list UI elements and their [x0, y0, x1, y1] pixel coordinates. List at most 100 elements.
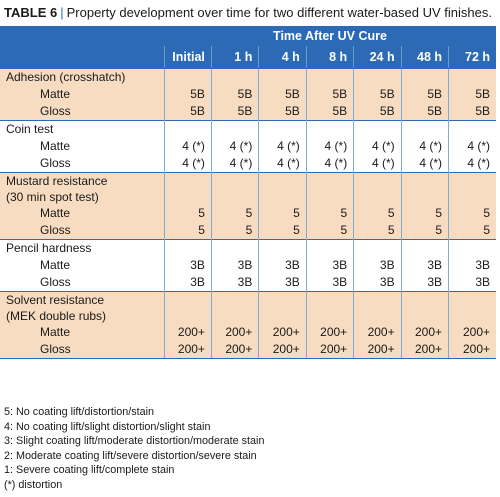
- cell: 200+: [400, 324, 449, 341]
- cell: 3B: [210, 274, 259, 292]
- column-header: 24 h: [353, 46, 402, 69]
- cell: 5B: [163, 103, 212, 121]
- section-title: Pencil hardness: [0, 239, 164, 257]
- header-corner: [0, 26, 164, 46]
- table-row: Gloss 5 5 5 5 5 5 5: [0, 222, 497, 240]
- cell: 200+: [258, 324, 307, 341]
- row-label: Matte: [0, 324, 164, 341]
- cell: 5: [353, 205, 402, 222]
- note-line: (*) distortion: [4, 478, 63, 491]
- cell: 3B: [163, 257, 212, 274]
- table-caption: TABLE 6 | Property development over time f…: [4, 5, 492, 20]
- table-row: Matte 200+ 200+ 200+ 200+ 200+ 200+ 200+: [0, 324, 497, 341]
- cell: 5B: [400, 86, 449, 103]
- cell: 5: [305, 205, 354, 222]
- cell: 5B: [210, 86, 259, 103]
- cell: 5B: [353, 86, 402, 103]
- table-row: Gloss 4 (*) 4 (*) 4 (*) 4 (*) 4 (*) 4 (*…: [0, 155, 497, 173]
- cell: 5: [163, 205, 212, 222]
- cell: 4 (*): [448, 155, 497, 173]
- cell: 4 (*): [210, 155, 259, 173]
- cell: 200+: [305, 341, 354, 359]
- cell: 3B: [305, 257, 354, 274]
- column-header: Initial: [163, 46, 212, 69]
- cell: 5B: [400, 103, 449, 121]
- section-row: Solvent resistance (MEK double rubs): [0, 291, 497, 324]
- table-row: Matte 4 (*) 4 (*) 4 (*) 4 (*) 4 (*) 4 (*…: [0, 138, 497, 155]
- cell: 5: [353, 222, 402, 240]
- cell: 4 (*): [400, 138, 449, 155]
- cell: 200+: [163, 341, 212, 359]
- cell: 5B: [258, 103, 307, 121]
- cell: 4 (*): [210, 138, 259, 155]
- note-line: 1: Severe coating lift/complete stain: [4, 464, 175, 477]
- caption-separator: |: [60, 5, 64, 20]
- cell: 200+: [163, 324, 212, 341]
- cell: 4 (*): [305, 138, 354, 155]
- caption-text: Property development over time for two d…: [66, 5, 492, 20]
- cell: 5: [258, 205, 307, 222]
- cell: 5B: [353, 103, 402, 121]
- row-label: Matte: [0, 257, 164, 274]
- row-label: Matte: [0, 138, 164, 155]
- cell: 200+: [400, 341, 449, 359]
- note-line: 5: No coating lift/distortion/stain: [4, 406, 155, 418]
- table-row: Matte 5 5 5 5 5 5 5: [0, 205, 497, 222]
- row-label: Gloss: [0, 222, 164, 240]
- cell: 5B: [258, 86, 307, 103]
- table-notes: 5: No coating lift/distortion/stain 4: N…: [4, 405, 264, 493]
- cell: 5: [400, 222, 449, 240]
- note-line: 4: No coating lift/slight distortion/sli…: [4, 420, 211, 433]
- section-title: Coin test: [0, 120, 164, 138]
- header-row-columns: Initial 1 h 4 h 8 h 24 h 48 h 72 h: [0, 46, 497, 69]
- table-row: Gloss 200+ 200+ 200+ 200+ 200+ 200+ 200+: [0, 341, 497, 359]
- cell: 5: [210, 205, 259, 222]
- cell: 200+: [305, 324, 354, 341]
- cell: 5: [305, 222, 354, 240]
- column-header: 1 h: [210, 46, 259, 69]
- cell: 5B: [305, 103, 354, 121]
- section-row: Pencil hardness: [0, 239, 497, 257]
- cell: 4 (*): [353, 155, 402, 173]
- cell: 4 (*): [258, 138, 307, 155]
- cell: 5B: [305, 86, 354, 103]
- cell: 4 (*): [448, 138, 497, 155]
- cell: 3B: [448, 257, 497, 274]
- cell: 3B: [163, 274, 212, 292]
- section-row: Adhesion (crosshatch): [0, 68, 497, 86]
- cell: 200+: [258, 341, 307, 359]
- cell: 3B: [448, 274, 497, 292]
- section-row: Mustard resistance (30 min spot test): [0, 172, 497, 205]
- note-line: 2: Moderate coating lift/severe distorti…: [4, 449, 257, 462]
- table-row: Matte 3B 3B 3B 3B 3B 3B 3B: [0, 257, 497, 274]
- section-title-line: Solvent resistance: [6, 293, 105, 307]
- column-header: 48 h: [400, 46, 449, 69]
- table-row: Matte 5B 5B 5B 5B 5B 5B 5B: [0, 86, 497, 103]
- cell: 5B: [210, 103, 259, 121]
- section-title-line: Mustard resistance: [6, 174, 108, 188]
- cell: 3B: [258, 274, 307, 292]
- section-title-line: (MEK double rubs): [6, 309, 107, 323]
- data-table: Time After UV Cure Initial 1 h 4 h 8 h 2…: [0, 26, 497, 359]
- row-label: Matte: [0, 205, 164, 222]
- cell: 3B: [210, 257, 259, 274]
- column-header: 4 h: [258, 46, 307, 69]
- cell: 200+: [448, 341, 497, 359]
- row-label: Matte: [0, 86, 164, 103]
- cell: 5B: [448, 86, 497, 103]
- cell: 5: [400, 205, 449, 222]
- cell: 5: [448, 205, 497, 222]
- cell: 4 (*): [163, 155, 212, 173]
- cell: 4 (*): [258, 155, 307, 173]
- table-row: Gloss 3B 3B 3B 3B 3B 3B 3B: [0, 274, 497, 292]
- cell: 200+: [353, 324, 402, 341]
- row-label: Gloss: [0, 103, 164, 121]
- cell: 3B: [353, 257, 402, 274]
- section-title: Adhesion (crosshatch): [0, 68, 164, 86]
- cell: 5: [448, 222, 497, 240]
- cell: 200+: [353, 341, 402, 359]
- section-title: Solvent resistance (MEK double rubs): [0, 291, 164, 324]
- note-line: 3: Slight coating lift/moderate distorti…: [4, 435, 265, 448]
- table-row: Gloss 5B 5B 5B 5B 5B 5B 5B: [0, 103, 497, 121]
